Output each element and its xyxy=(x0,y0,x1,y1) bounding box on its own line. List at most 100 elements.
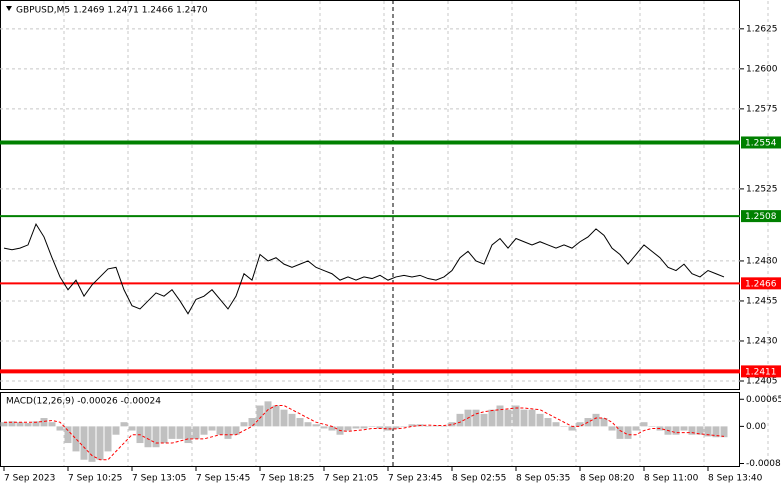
price-line xyxy=(3,222,725,315)
macd-bar xyxy=(176,426,184,439)
macd-bar xyxy=(56,426,64,431)
x-tick-label: 7 Sep 15:45 xyxy=(196,474,250,484)
macd-bar xyxy=(560,426,568,427)
x-tick-label: 8 Sep 11:00 xyxy=(644,474,699,484)
macd-bar xyxy=(704,426,712,437)
y-tick-label: 1.2625 xyxy=(746,24,778,34)
macd-bar xyxy=(0,422,8,427)
macd-bar xyxy=(448,422,456,427)
macd-bar xyxy=(720,426,728,438)
macd-bar xyxy=(696,426,704,435)
macd-bar xyxy=(208,426,216,431)
macd-bar xyxy=(264,401,272,427)
macd-bar xyxy=(112,426,120,435)
x-tick-label: 8 Sep 08:20 xyxy=(580,474,635,484)
macd-bar xyxy=(672,426,680,435)
macd-bar xyxy=(536,413,544,427)
macd-bar xyxy=(352,426,360,429)
macd-bar xyxy=(680,426,688,431)
macd-bar xyxy=(552,422,560,427)
y-tick-label: 0.00 xyxy=(746,422,766,432)
macd-bar xyxy=(480,413,488,427)
y-tick-label: 1.2600 xyxy=(746,64,778,74)
macd-bar xyxy=(88,426,96,462)
macd-bar xyxy=(424,426,432,427)
macd-bar xyxy=(144,426,152,448)
macd-bar xyxy=(280,409,288,427)
macd-bar xyxy=(8,421,16,427)
macd-bar xyxy=(256,405,264,427)
x-tick-label: 8 Sep 05:35 xyxy=(516,474,570,484)
macd-bar xyxy=(272,405,280,427)
macd-bar xyxy=(304,422,312,427)
x-tick-label: 7 Sep 18:25 xyxy=(260,474,314,484)
macd-bar xyxy=(592,413,600,427)
level-label: 1.2411 xyxy=(745,367,777,377)
macd-bar xyxy=(648,426,656,427)
level-label-box xyxy=(741,136,781,149)
macd-bar xyxy=(624,426,632,439)
macd-bar xyxy=(496,405,504,427)
x-tick-label: 7 Sep 13:05 xyxy=(132,474,186,484)
y-tick-label: 1.2480 xyxy=(746,256,778,266)
macd-bar xyxy=(608,426,616,431)
x-tick-label: 7 Sep 2023 xyxy=(4,474,55,484)
macd-bar xyxy=(232,426,240,435)
macd-bar xyxy=(40,418,48,427)
y-tick-label: 1.2575 xyxy=(746,104,778,114)
macd-bar xyxy=(344,426,352,431)
macd-bar xyxy=(32,421,40,427)
macd-bar xyxy=(360,426,368,429)
macd-bar xyxy=(472,409,480,427)
macd-bar xyxy=(600,418,608,427)
macd-bar xyxy=(528,409,536,427)
macd-bar xyxy=(224,426,232,439)
macd-bar xyxy=(120,422,128,427)
x-tick-label: 7 Sep 10:25 xyxy=(68,474,122,484)
macd-bar xyxy=(192,426,200,439)
macd-bar xyxy=(512,405,520,427)
macd-bar xyxy=(288,413,296,427)
macd-bar xyxy=(216,426,224,435)
y-tick-label: -0.00089 xyxy=(746,459,781,469)
main-frame xyxy=(0,0,740,390)
y-tick-label: 1.2430 xyxy=(746,336,778,346)
macd-bar xyxy=(104,426,112,452)
macd-bar xyxy=(80,426,88,460)
macd-bar xyxy=(568,426,576,431)
macd-bar xyxy=(632,426,640,431)
macd-bar xyxy=(312,424,320,427)
y-tick-label: 1.2405 xyxy=(746,376,778,386)
macd-bar xyxy=(160,426,168,444)
macd-bar xyxy=(640,422,648,427)
macd-bar xyxy=(128,426,136,431)
macd-bar xyxy=(72,426,80,452)
y-tick-label: 1.2525 xyxy=(746,184,778,194)
macd-bar xyxy=(296,418,304,427)
symbol-title: GBPUSD,M5 1.2469 1.2471 1.2466 1.2470 xyxy=(16,6,208,16)
macd-frame xyxy=(0,392,740,467)
macd-bar xyxy=(392,426,400,429)
menu-arrow xyxy=(6,6,12,11)
macd-bar xyxy=(520,409,528,427)
level-label-box xyxy=(741,210,781,223)
x-tick-label: 8 Sep 13:40 xyxy=(708,474,763,484)
macd-bar xyxy=(376,426,384,429)
y-tick-label: 0.00065 xyxy=(746,395,781,405)
macd-bar xyxy=(320,426,328,429)
macd-bar xyxy=(616,426,624,439)
macd-bar xyxy=(16,422,24,427)
macd-bar xyxy=(328,426,336,431)
macd-bar xyxy=(440,426,448,427)
macd-bar xyxy=(400,426,408,427)
level-label-box xyxy=(741,277,781,290)
macd-bar xyxy=(64,426,72,444)
macd-bar xyxy=(96,426,104,460)
level-label: 1.2466 xyxy=(745,279,777,289)
macd-bar xyxy=(408,424,416,427)
macd-bar xyxy=(456,413,464,427)
level-label: 1.2508 xyxy=(745,212,777,222)
x-tick-label: 7 Sep 23:45 xyxy=(388,474,442,484)
